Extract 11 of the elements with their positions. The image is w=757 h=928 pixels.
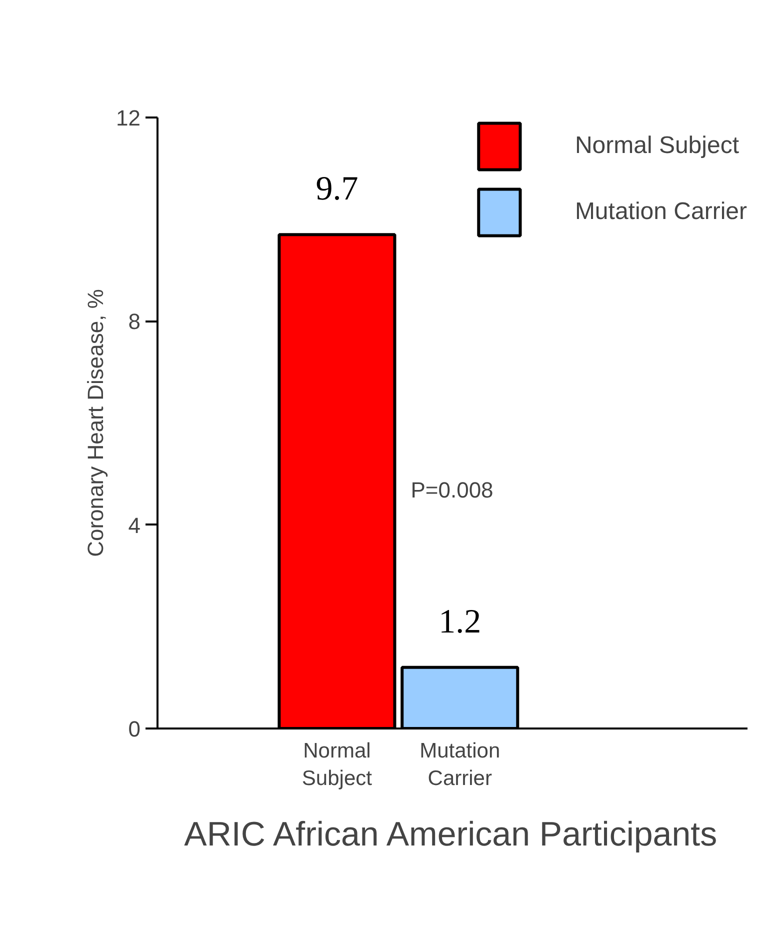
- annotation: P=0.008: [410, 477, 494, 502]
- y-tick-label: 8: [128, 309, 141, 334]
- data-label: 9.7: [316, 170, 358, 208]
- legend-label: Mutation Carrier: [574, 198, 747, 226]
- y-tick-label: 0: [128, 716, 141, 742]
- y-tick-label: 4: [128, 512, 141, 538]
- y-tick-label: 12: [116, 106, 141, 130]
- data-label: 1.2: [438, 603, 482, 640]
- legend-label: Normal Subject: [574, 132, 739, 160]
- y-axis-title: Coronary Heart Disease, %: [83, 289, 108, 557]
- text: ARIC African American Participants: [184, 816, 718, 854]
